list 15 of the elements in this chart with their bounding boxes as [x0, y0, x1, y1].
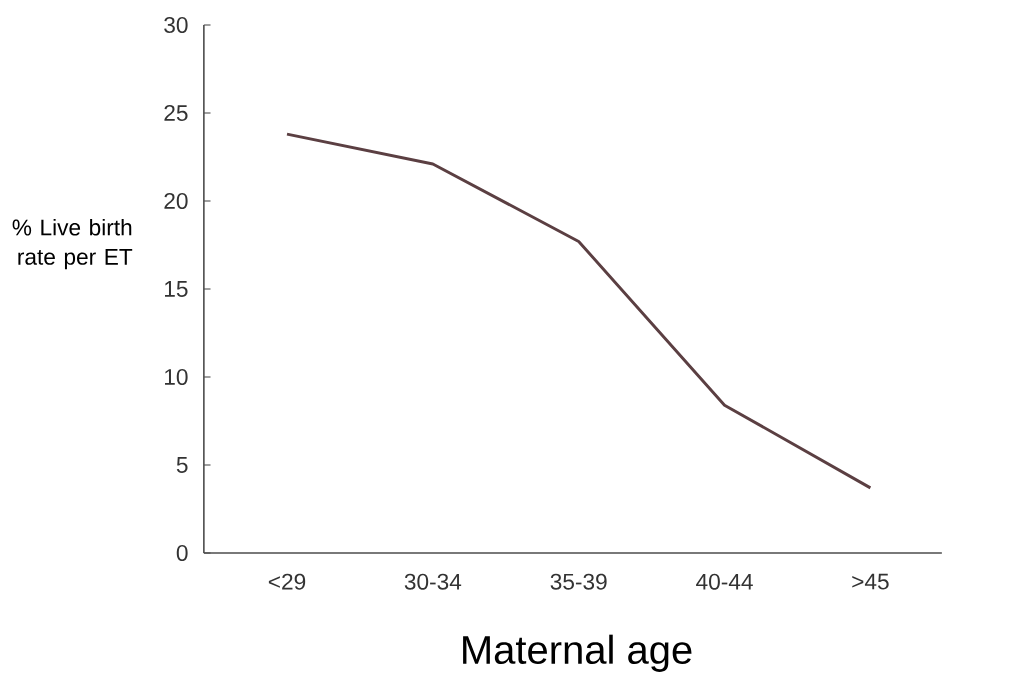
y-tick-label: 15 [165, 281, 188, 297]
x-tick-label: 40-44 [696, 573, 753, 590]
y-tick-label: 0 [176, 544, 188, 562]
x-tick-label: 35-39 [550, 573, 607, 590]
y-tick-label: 20 [164, 192, 188, 210]
y-tick-label: 30 [164, 16, 188, 34]
line-series [285, 132, 872, 490]
y-tick-label: 5 [176, 457, 188, 473]
y-axis-title: % Live birth rate per ET [12, 218, 133, 270]
y-tick-label: 10 [165, 368, 188, 386]
y-tick-label: 25 [164, 104, 188, 122]
x-tick-label: >45 [852, 573, 889, 590]
x-tick-label: <29 [268, 573, 306, 590]
x-tick-label: 30-34 [404, 573, 462, 590]
x-axis-title: Maternal age [463, 634, 692, 672]
